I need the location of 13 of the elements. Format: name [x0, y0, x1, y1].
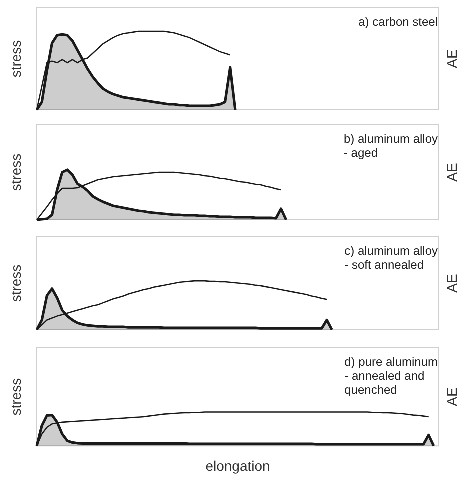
y-axis-title: stress — [8, 264, 24, 302]
y2-axis-title: AE — [444, 50, 460, 68]
y-axis-title: stress — [8, 378, 24, 416]
chart-title: b) aluminum alloy - aged — [344, 132, 438, 160]
chart-title: c) aluminum alloy - soft annealed — [344, 244, 438, 272]
y2-axis-title: AE — [444, 274, 460, 293]
y2-axis-title: AE — [444, 163, 460, 182]
chart-title: a) carbon steel — [358, 15, 438, 29]
y2-axis-title: AE — [444, 388, 460, 406]
chart-title: d) pure aluminum - annealed and quenched — [344, 355, 438, 397]
x-axis-title: elongation — [206, 458, 270, 474]
y-axis-title: stress — [8, 40, 24, 78]
y-axis-title: stress — [8, 154, 24, 192]
